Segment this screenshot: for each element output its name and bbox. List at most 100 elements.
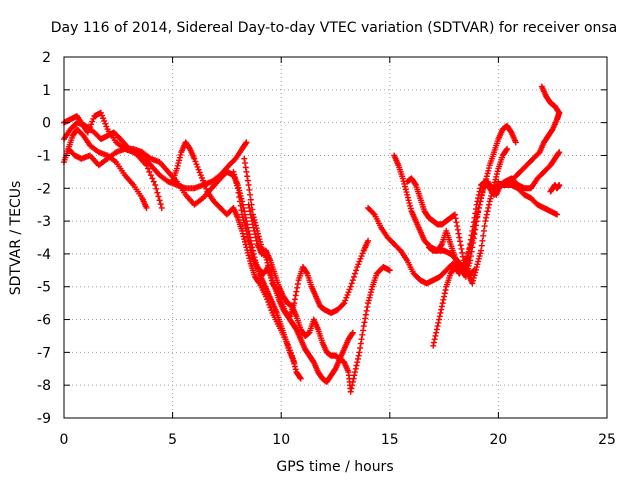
data-point bbox=[402, 183, 409, 190]
plot-frame bbox=[63, 56, 608, 419]
data-point bbox=[355, 352, 362, 359]
data-point bbox=[346, 286, 353, 293]
data-point bbox=[367, 291, 374, 298]
data-point bbox=[249, 218, 256, 225]
data-point bbox=[472, 269, 479, 276]
data-point bbox=[556, 181, 563, 188]
data-point bbox=[241, 236, 248, 243]
data-point bbox=[144, 165, 151, 172]
data-point bbox=[471, 272, 478, 279]
data-point bbox=[252, 234, 259, 241]
data-point bbox=[556, 109, 563, 116]
data-point bbox=[430, 342, 437, 349]
series-8 bbox=[245, 201, 393, 395]
data-point bbox=[475, 258, 482, 265]
data-point bbox=[477, 250, 484, 257]
data-point bbox=[242, 164, 249, 171]
data-point bbox=[156, 197, 163, 204]
data-point bbox=[404, 194, 411, 201]
data-point bbox=[89, 118, 96, 125]
data-points bbox=[61, 83, 563, 395]
data-point bbox=[556, 149, 563, 156]
data-point bbox=[248, 214, 255, 221]
data-point bbox=[158, 204, 165, 211]
y-tick-label: -2 bbox=[37, 181, 51, 197]
data-point bbox=[487, 195, 494, 202]
data-point bbox=[176, 154, 183, 161]
y-tick-label: -4 bbox=[37, 247, 51, 263]
data-point bbox=[470, 230, 477, 237]
data-point bbox=[441, 293, 448, 300]
data-point bbox=[230, 168, 237, 175]
data-point bbox=[246, 255, 253, 262]
data-point bbox=[431, 336, 438, 343]
data-point bbox=[247, 211, 254, 218]
series-17 bbox=[547, 181, 563, 195]
data-point bbox=[245, 181, 252, 188]
data-point bbox=[440, 296, 447, 303]
data-point bbox=[475, 255, 482, 262]
data-point bbox=[368, 286, 375, 293]
data-point bbox=[357, 255, 364, 262]
data-point bbox=[289, 352, 296, 359]
data-point bbox=[404, 191, 411, 198]
data-point bbox=[454, 226, 461, 233]
data-point bbox=[403, 189, 410, 196]
data-point bbox=[475, 204, 482, 211]
data-point bbox=[284, 341, 291, 348]
data-point bbox=[242, 160, 248, 167]
data-point bbox=[493, 171, 500, 178]
data-point bbox=[265, 299, 272, 306]
y-tick-label: -8 bbox=[37, 378, 51, 394]
data-point bbox=[437, 309, 444, 316]
data-point bbox=[242, 222, 248, 229]
data-point bbox=[143, 204, 150, 211]
data-point bbox=[347, 283, 354, 290]
y-tick-label: 0 bbox=[42, 116, 51, 132]
y-tick-label: -3 bbox=[37, 214, 51, 230]
data-point bbox=[197, 172, 204, 179]
data-point bbox=[291, 363, 298, 370]
data-point bbox=[88, 121, 95, 128]
data-point bbox=[202, 183, 209, 190]
data-point bbox=[412, 180, 419, 187]
data-point bbox=[479, 189, 486, 196]
data-point bbox=[286, 347, 293, 354]
data-point bbox=[250, 224, 257, 231]
data-point bbox=[482, 178, 489, 185]
data-point bbox=[200, 177, 207, 184]
data-point bbox=[85, 126, 92, 133]
data-point bbox=[485, 201, 492, 208]
data-point bbox=[484, 170, 491, 177]
data-point bbox=[481, 223, 488, 230]
x-tick-label: 0 bbox=[60, 432, 69, 448]
data-point bbox=[244, 234, 251, 241]
data-point bbox=[471, 226, 478, 233]
data-point bbox=[503, 146, 510, 153]
data-point bbox=[242, 238, 248, 245]
data-point bbox=[453, 219, 460, 226]
data-point bbox=[472, 222, 479, 229]
data-point bbox=[441, 290, 448, 297]
data-point bbox=[457, 242, 464, 249]
data-point bbox=[203, 185, 210, 192]
data-point bbox=[239, 211, 246, 218]
data-point bbox=[247, 208, 254, 215]
data-point bbox=[283, 338, 290, 345]
data-point bbox=[470, 277, 477, 284]
data-point bbox=[255, 233, 262, 240]
data-point bbox=[243, 139, 250, 146]
data-point bbox=[262, 293, 269, 300]
data-point bbox=[349, 330, 356, 337]
data-point bbox=[241, 155, 248, 162]
data-point bbox=[438, 303, 445, 310]
y-tick-label: 1 bbox=[42, 83, 51, 99]
data-point bbox=[356, 258, 363, 265]
data-point bbox=[435, 319, 442, 326]
data-point bbox=[451, 211, 458, 218]
data-point bbox=[483, 175, 490, 182]
data-point bbox=[251, 227, 258, 234]
data-point bbox=[99, 112, 106, 119]
data-point bbox=[153, 185, 160, 192]
